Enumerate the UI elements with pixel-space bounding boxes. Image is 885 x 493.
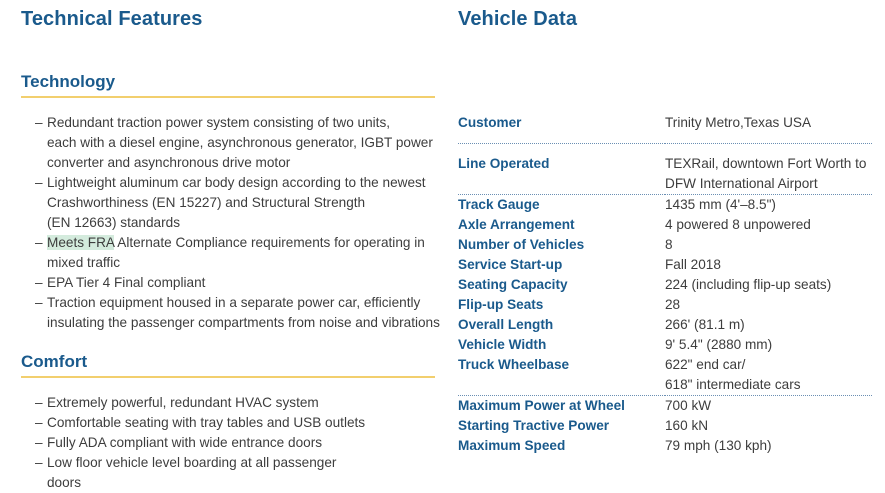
table-row: Seating Capacity 224 (including flip-up s… bbox=[458, 275, 872, 295]
comfort-list: – Extremely powerful, redundant HVAC syst… bbox=[21, 393, 451, 493]
list-item: – Comfortable seating with tray tables an… bbox=[35, 415, 366, 430]
row-value: 28 bbox=[665, 297, 681, 312]
table-row: Axle Arrangement 4 powered 8 unpowered bbox=[458, 215, 872, 235]
table-row: Track Gauge 1435 mm (4'–8.5") bbox=[458, 195, 872, 216]
list-item: – Extremely powerful, redundant HVAC syst… bbox=[35, 395, 319, 410]
table-row: Service Start-up Fall 2018 bbox=[458, 255, 872, 275]
row-value: 8 bbox=[665, 237, 673, 252]
table-row: Customer Trinity Metro,Texas USA bbox=[458, 113, 872, 144]
vehicle-data-title: Vehicle Data bbox=[458, 8, 578, 30]
row-value: 1435 mm (4'–8.5") bbox=[665, 197, 776, 212]
vehicle-data-table: Customer Trinity Metro,Texas USA Line Oper… bbox=[458, 113, 872, 456]
table-row: Starting Tractive Power 160 kN bbox=[458, 416, 872, 436]
row-key: Service Start-up bbox=[458, 257, 563, 272]
table-row: Maximum Power at Wheel 700 kW bbox=[458, 396, 872, 417]
row-key: Flip-up Seats bbox=[458, 297, 544, 312]
row-value: 160 kN bbox=[665, 418, 709, 433]
row-value: 224 (including flip-up seats) bbox=[665, 277, 832, 292]
table-row: Number of Vehicles 8 bbox=[458, 235, 872, 255]
table-row: Maximum Speed 79 mph (130 kph) bbox=[458, 436, 872, 456]
row-value: Fall 2018 bbox=[665, 257, 721, 272]
list-item: – Low floor vehicle level boarding at all… bbox=[35, 455, 337, 490]
row-value: 79 mph (130 kph) bbox=[665, 438, 772, 453]
row-value: 700 kW bbox=[665, 398, 712, 413]
row-key: Vehicle Width bbox=[458, 337, 547, 352]
technology-divider bbox=[21, 96, 435, 98]
row-key: Maximum Power at Wheel bbox=[458, 398, 625, 413]
list-item: – Fully ADA compliant with wide entrance … bbox=[35, 435, 323, 450]
technology-list: – Redundant traction power system consist… bbox=[21, 113, 451, 333]
row-key: Truck Wheelbase bbox=[458, 355, 665, 396]
row-key: Starting Tractive Power bbox=[458, 418, 610, 433]
list-item: – Traction equipment housed in a separate… bbox=[35, 295, 440, 330]
row-key: Axle Arrangement bbox=[458, 217, 575, 232]
table-row: Vehicle Width 9' 5.4" (2880 mm) bbox=[458, 335, 872, 355]
highlighted-text: Meets FRA bbox=[47, 235, 115, 250]
row-key: Maximum Speed bbox=[458, 438, 566, 453]
technology-heading: Technology bbox=[21, 72, 116, 91]
comfort-heading: Comfort bbox=[21, 352, 88, 371]
list-item-fra: – Meets FRA Alternate Compliance requirem… bbox=[35, 235, 425, 270]
list-item: – EPA Tier 4 Final compliant bbox=[35, 275, 206, 290]
row-key: Overall Length bbox=[458, 317, 554, 332]
table-row: Truck Wheelbase 622" end car/618" interme… bbox=[458, 355, 872, 396]
table-row: Overall Length 266' (81.1 m) bbox=[458, 315, 872, 335]
table-row: Flip-up Seats 28 bbox=[458, 295, 872, 315]
row-value: TEXRail, downtown Fort Worth to DFW Inter… bbox=[665, 143, 872, 195]
row-value: 4 powered 8 unpowered bbox=[665, 217, 811, 232]
row-value: 9' 5.4" (2880 mm) bbox=[665, 337, 773, 352]
list-item: – Redundant traction power system consist… bbox=[35, 115, 433, 170]
row-key: Number of Vehicles bbox=[458, 237, 585, 252]
vehicle-data-table-wrap: Customer Trinity Metro,Texas USA Line Oper… bbox=[458, 113, 872, 456]
row-key: Customer bbox=[458, 113, 665, 144]
list-item: – Lightweight aluminum car body design ac… bbox=[35, 175, 426, 230]
technical-features-title: Technical Features bbox=[21, 8, 203, 30]
comfort-divider bbox=[21, 376, 435, 378]
row-value: 266' (81.1 m) bbox=[665, 317, 745, 332]
row-value: Trinity Metro,Texas USA bbox=[665, 113, 872, 144]
table-row: Line Operated TEXRail, downtown Fort Wort… bbox=[458, 143, 872, 195]
row-value: 622" end car/618" intermediate cars bbox=[665, 355, 872, 396]
row-key: Line Operated bbox=[458, 143, 665, 195]
row-key: Track Gauge bbox=[458, 197, 540, 212]
row-key: Seating Capacity bbox=[458, 277, 568, 292]
